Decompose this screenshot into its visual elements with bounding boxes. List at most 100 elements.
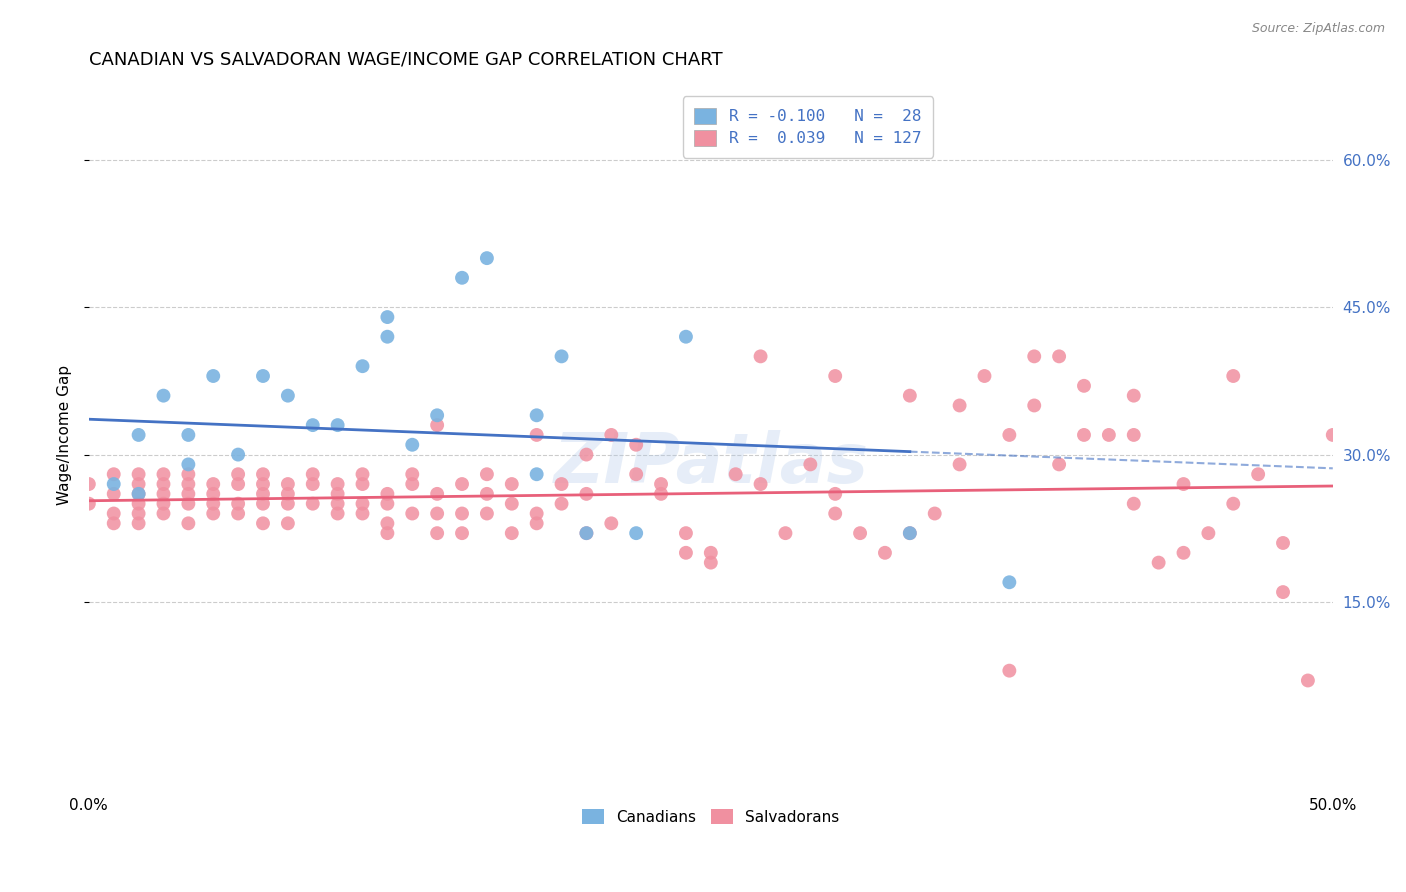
Point [624,438,647,452]
Point [202,507,225,521]
Point [824,487,846,501]
Point [700,556,723,570]
Point [103,507,125,521]
Point [277,487,299,501]
Point [152,389,174,403]
Point [650,487,672,501]
Point [575,526,598,541]
Point [1173,477,1195,491]
Point [1098,428,1121,442]
Point [526,428,548,442]
Point [177,477,200,491]
Point [1047,350,1070,364]
Point [775,526,797,541]
Point [277,497,299,511]
Legend: Canadians, Salvadorans: Canadians, Salvadorans [574,799,848,834]
Point [451,526,474,541]
Point [202,477,225,491]
Point [377,310,399,324]
Point [128,477,150,491]
Point [401,507,423,521]
Point [550,350,572,364]
Point [103,467,125,482]
Point [1122,389,1144,403]
Point [128,487,150,501]
Point [128,428,150,442]
Point [1073,379,1095,393]
Point [326,507,349,521]
Point [177,458,200,472]
Point [526,516,548,531]
Point [426,409,449,423]
Point [1322,428,1344,442]
Point [451,507,474,521]
Point [1222,497,1244,511]
Point [924,507,946,521]
Point [326,497,349,511]
Point [873,546,896,560]
Point [1024,350,1046,364]
Point [226,448,249,462]
Point [675,329,697,343]
Point [352,467,374,482]
Point [1047,458,1070,472]
Point [202,369,225,384]
Point [973,369,995,384]
Point [177,487,200,501]
Point [426,507,449,521]
Point [1147,556,1170,570]
Point [128,497,150,511]
Point [724,467,747,482]
Point [77,477,100,491]
Point [600,428,623,442]
Point [749,123,772,137]
Point [252,467,274,482]
Point [1272,585,1295,599]
Point [1272,536,1295,550]
Point [1073,428,1095,442]
Point [277,516,299,531]
Point [226,497,249,511]
Point [1222,369,1244,384]
Text: ZIPatlas: ZIPatlas [554,430,869,497]
Point [575,487,598,501]
Point [352,359,374,374]
Point [128,467,150,482]
Point [824,369,846,384]
Point [128,487,150,501]
Point [401,467,423,482]
Point [103,487,125,501]
Point [575,448,598,462]
Point [177,467,200,482]
Point [1122,497,1144,511]
Point [177,428,200,442]
Point [675,546,697,560]
Point [1247,467,1270,482]
Point [749,350,772,364]
Point [998,428,1021,442]
Point [475,487,498,501]
Point [550,477,572,491]
Point [226,477,249,491]
Point [202,487,225,501]
Point [252,497,274,511]
Point [226,507,249,521]
Point [277,477,299,491]
Point [575,526,598,541]
Point [352,507,374,521]
Point [799,458,821,472]
Point [501,526,523,541]
Point [326,487,349,501]
Point [1122,428,1144,442]
Point [600,516,623,531]
Point [700,546,723,560]
Point [377,497,399,511]
Point [1296,673,1319,688]
Point [426,487,449,501]
Point [650,477,672,491]
Point [352,477,374,491]
Point [898,389,921,403]
Point [550,497,572,511]
Point [475,507,498,521]
Point [475,467,498,482]
